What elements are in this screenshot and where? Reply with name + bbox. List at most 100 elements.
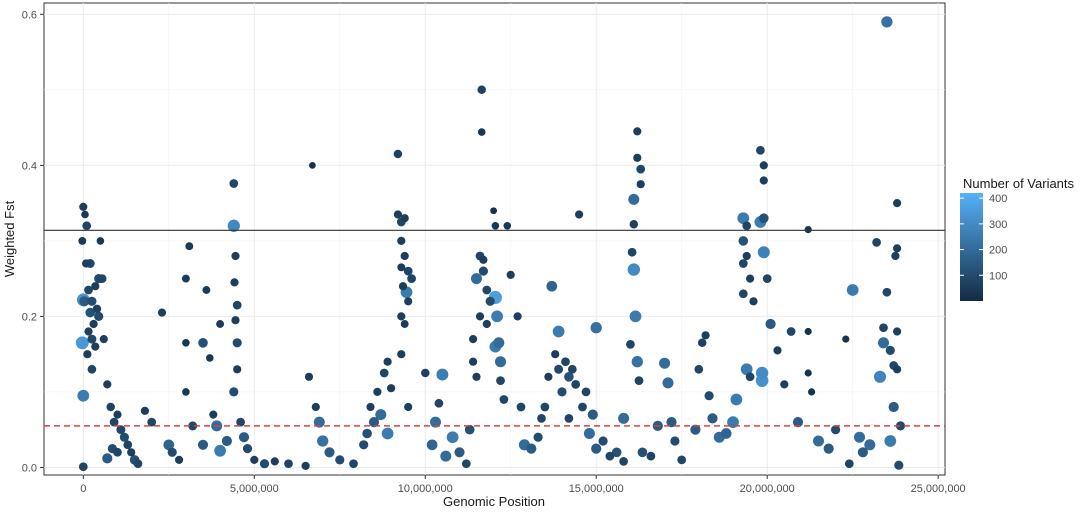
- data-point: [873, 370, 887, 383]
- data-point: [304, 372, 314, 381]
- data-point: [242, 444, 253, 454]
- data-point: [759, 176, 768, 185]
- data-point: [690, 424, 701, 435]
- data-point: [77, 389, 90, 402]
- data-point: [742, 251, 751, 261]
- data-point: [313, 416, 325, 428]
- data-point: [87, 364, 97, 374]
- data-point: [494, 356, 507, 368]
- data-point: [349, 459, 358, 469]
- data-point: [231, 316, 240, 325]
- data-point: [864, 439, 876, 451]
- data-point: [757, 246, 770, 259]
- data-point: [82, 221, 92, 231]
- data-point: [730, 393, 743, 406]
- data-point: [464, 424, 475, 435]
- data-point: [879, 323, 888, 333]
- data-point: [198, 337, 208, 348]
- legend-colorbar: [960, 193, 983, 301]
- data-point: [792, 417, 804, 428]
- data-point: [479, 255, 488, 264]
- data-point: [627, 247, 637, 257]
- data-point: [893, 327, 902, 336]
- data-point: [97, 274, 107, 283]
- data-point: [477, 85, 486, 95]
- data-point: [646, 451, 656, 461]
- data-point: [99, 335, 108, 344]
- data-point: [571, 380, 581, 389]
- data-point: [429, 416, 442, 428]
- data-point: [397, 312, 406, 321]
- data-point: [633, 127, 642, 136]
- data-point: [375, 409, 387, 421]
- data-point: [567, 364, 577, 374]
- data-point: [301, 461, 310, 470]
- data-point: [636, 164, 646, 174]
- data-point: [605, 451, 615, 461]
- data-point: [877, 337, 890, 349]
- data-point: [236, 417, 245, 427]
- data-point: [590, 322, 602, 334]
- data-point: [426, 439, 438, 451]
- data-point: [844, 459, 854, 469]
- data-point: [81, 210, 89, 219]
- data-point: [537, 414, 546, 423]
- data-point: [738, 289, 748, 299]
- data-point: [564, 414, 574, 423]
- data-point: [103, 380, 112, 389]
- data-point: [383, 357, 392, 366]
- x-tick-label: 20,000,000: [740, 483, 795, 495]
- data-point: [227, 219, 240, 232]
- data-point: [628, 193, 640, 205]
- data-point: [181, 274, 190, 283]
- data-point: [359, 440, 369, 450]
- legend-tick-label: 300: [989, 219, 1007, 231]
- data-point: [421, 368, 430, 378]
- data-point: [631, 356, 643, 368]
- data-point: [884, 435, 897, 447]
- data-point: [895, 421, 906, 431]
- data-point: [780, 380, 789, 389]
- x-tick-label: 0: [80, 483, 86, 495]
- data-point: [403, 266, 413, 276]
- data-point: [893, 244, 902, 253]
- data-point: [397, 236, 406, 245]
- data-point: [469, 335, 478, 344]
- data-point: [552, 325, 565, 338]
- data-point: [113, 447, 122, 457]
- data-point: [677, 455, 687, 465]
- data-point: [765, 318, 776, 330]
- data-point: [397, 350, 406, 359]
- data-point: [83, 350, 92, 359]
- data-point: [185, 242, 194, 251]
- data-point: [804, 369, 812, 377]
- data-point: [102, 453, 113, 464]
- points: [75, 16, 906, 472]
- data-point: [857, 447, 868, 458]
- y-tick-label: 0.2: [22, 311, 37, 323]
- data-point: [259, 459, 270, 469]
- data-point: [727, 416, 739, 428]
- data-point: [470, 273, 483, 285]
- data-point: [404, 402, 413, 412]
- data-point: [230, 278, 239, 287]
- data-point: [335, 455, 345, 465]
- data-point: [598, 436, 608, 446]
- data-point: [202, 286, 211, 294]
- data-point: [546, 280, 558, 292]
- data-point: [544, 372, 553, 381]
- data-point: [311, 402, 320, 412]
- data-point: [232, 338, 242, 348]
- data-point: [626, 340, 635, 349]
- data-point: [231, 251, 240, 261]
- data-point: [147, 417, 157, 427]
- data-point: [82, 259, 91, 268]
- data-point: [434, 398, 444, 408]
- data-point: [557, 387, 567, 397]
- data-point: [75, 336, 89, 350]
- data-point: [238, 432, 250, 443]
- data-point: [106, 402, 115, 412]
- x-tick-label: 10,000,000: [398, 483, 453, 495]
- data-point: [759, 161, 768, 170]
- y-tick-label: 0.4: [22, 160, 37, 172]
